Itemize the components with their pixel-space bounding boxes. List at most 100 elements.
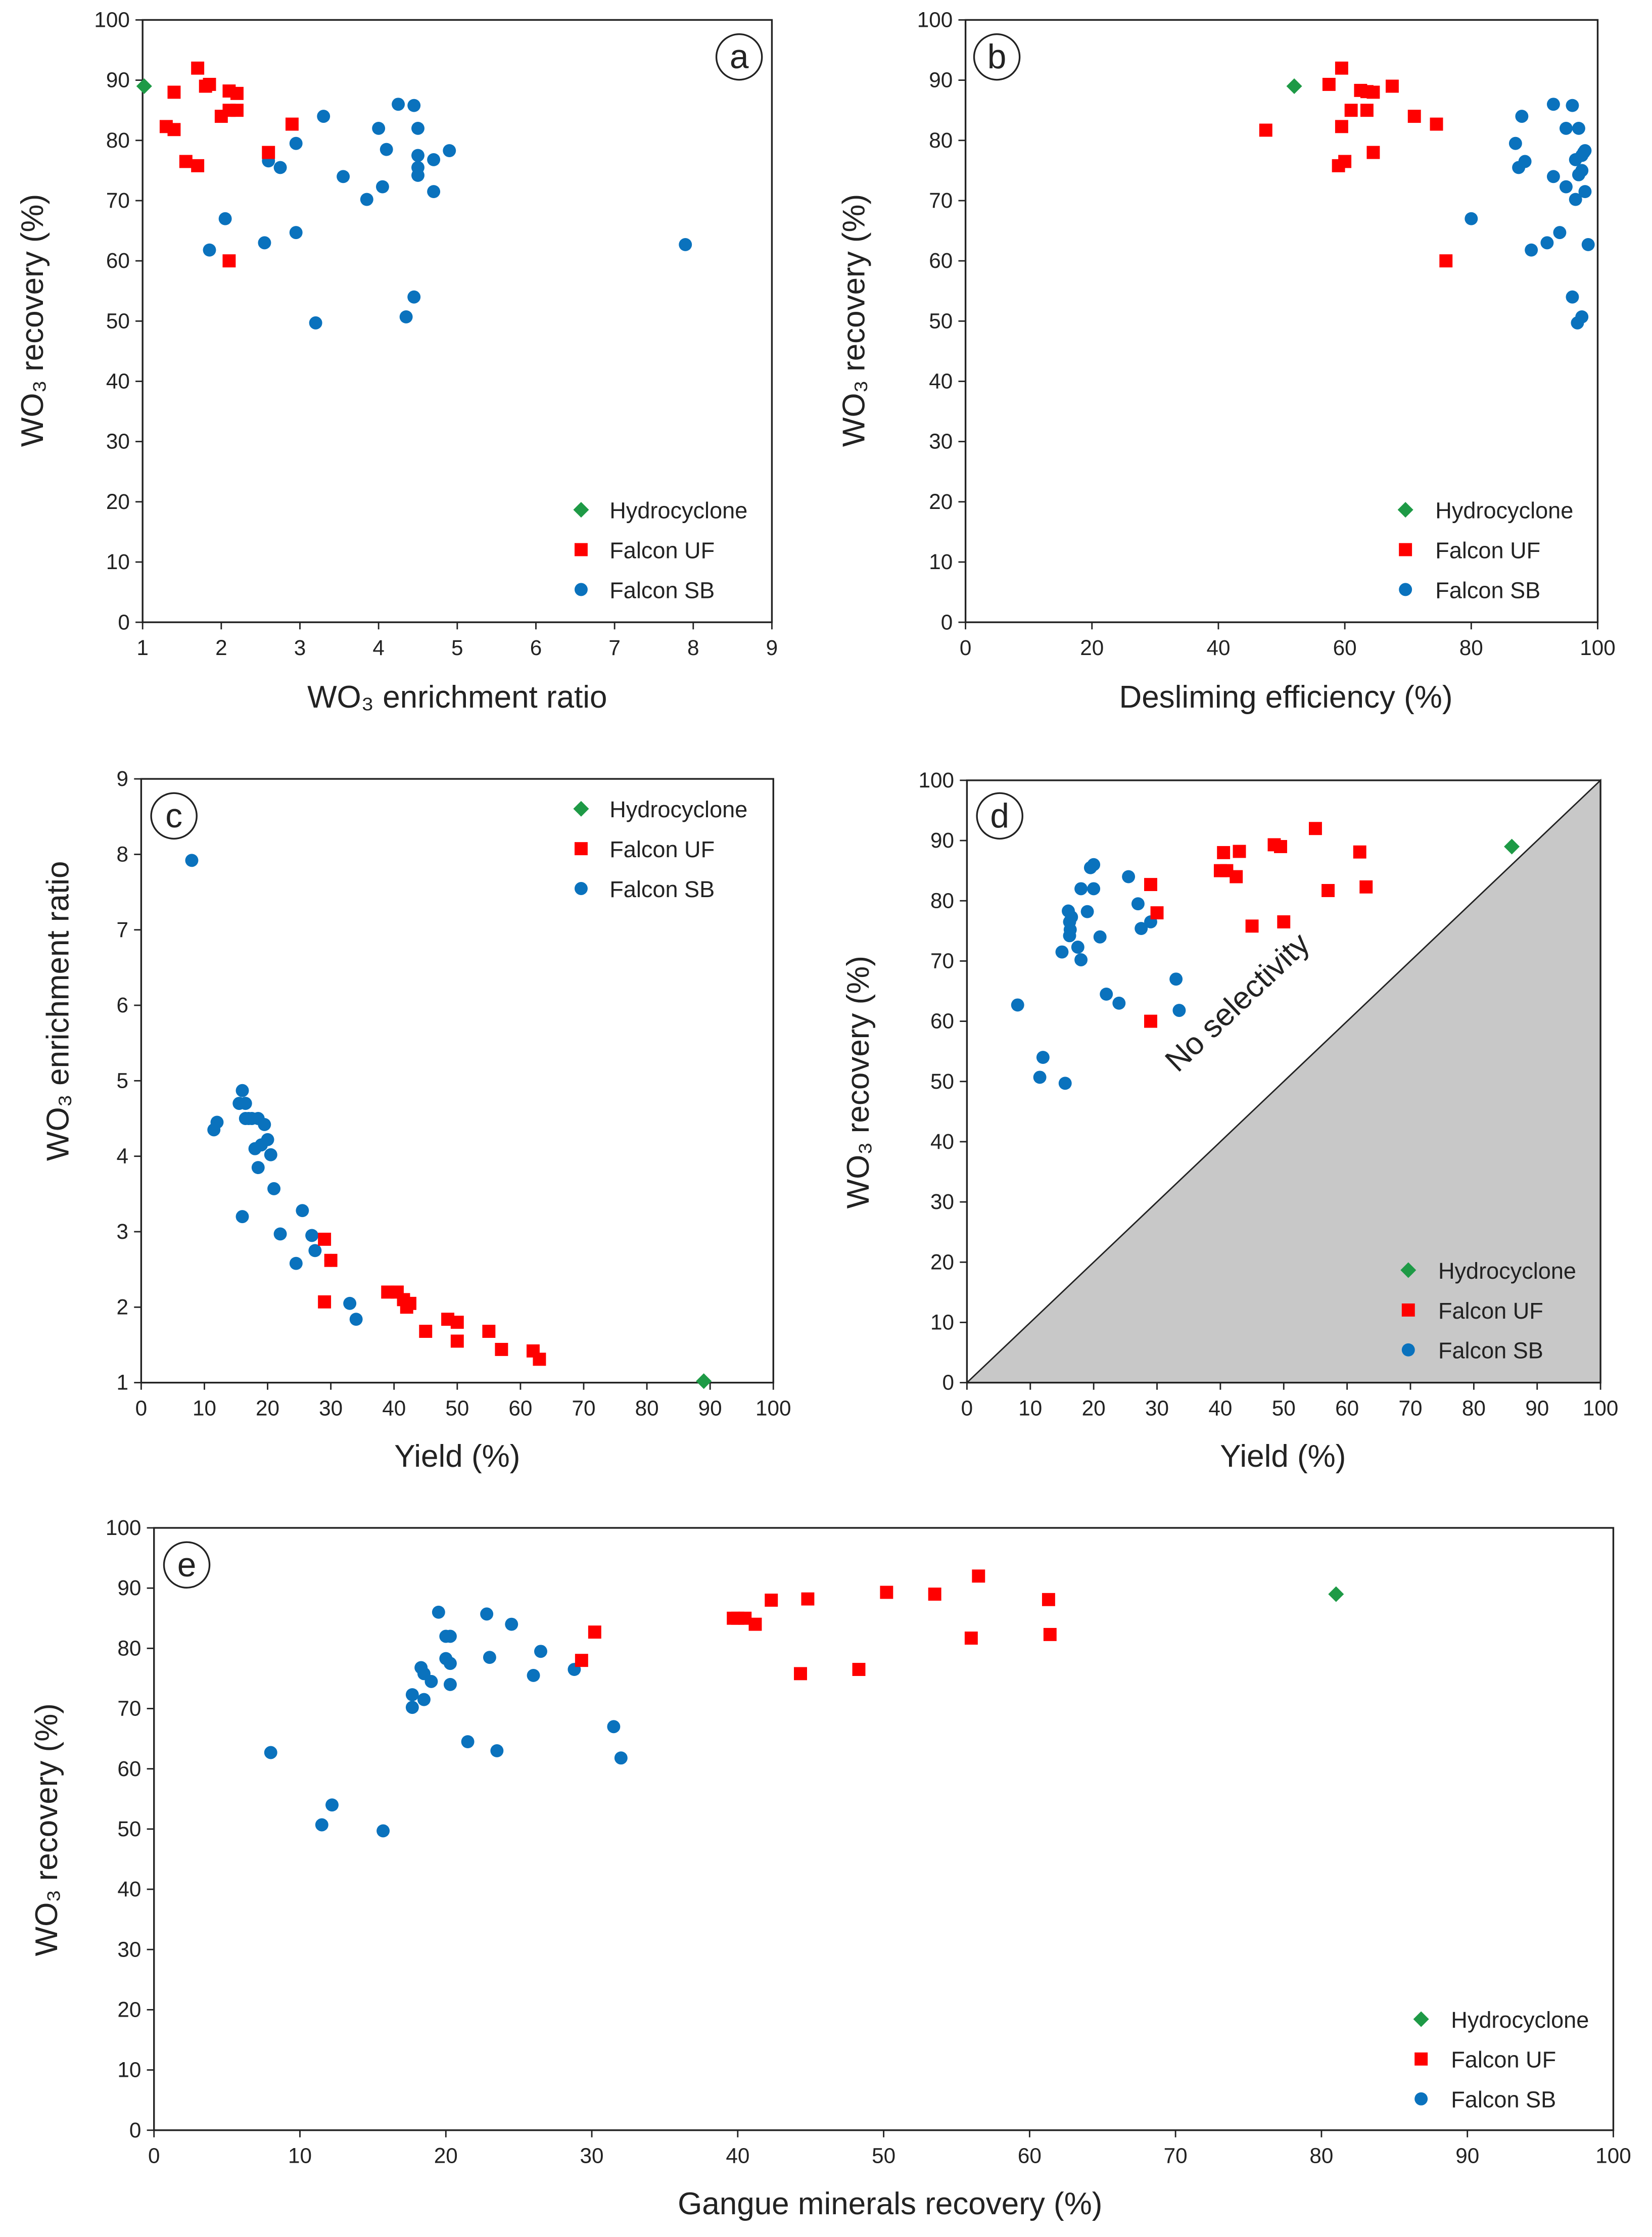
data-point-falcon-sb bbox=[411, 168, 424, 182]
data-point-falcon-uf bbox=[748, 1617, 762, 1631]
y-tick-label: 40 bbox=[929, 369, 953, 393]
data-point-falcon-uf bbox=[1360, 104, 1374, 117]
y-tick-label: 0 bbox=[941, 610, 953, 634]
data-point-falcon-sb bbox=[308, 1244, 322, 1257]
data-point-falcon-sb bbox=[315, 1818, 328, 1832]
data-point-falcon-sb bbox=[1058, 1077, 1072, 1090]
data-point-falcon-sb bbox=[235, 1084, 249, 1097]
y-tick-label: 0 bbox=[118, 610, 130, 634]
data-point-falcon-sb bbox=[405, 1688, 419, 1702]
x-tick-label: 20 bbox=[434, 2143, 458, 2167]
x-axis-label: Yield (%) bbox=[1220, 1439, 1346, 1474]
y-tick-label: 80 bbox=[929, 128, 953, 152]
y-axis-label: WO₃ enrichment ratio bbox=[41, 861, 76, 1161]
data-point-falcon-sb bbox=[1553, 226, 1567, 240]
data-point-falcon-uf bbox=[167, 123, 181, 136]
legend-label: Falcon SB bbox=[1435, 577, 1540, 603]
legend-marker bbox=[1399, 583, 1412, 596]
data-point-falcon-uf bbox=[450, 1316, 464, 1329]
legend-marker bbox=[1414, 2052, 1428, 2066]
legend-label: Falcon UF bbox=[1451, 2047, 1556, 2073]
data-point-falcon-sb bbox=[432, 1605, 445, 1619]
data-point-falcon-uf bbox=[191, 159, 205, 172]
data-point-falcon-sb bbox=[207, 1123, 221, 1137]
data-point-falcon-uf bbox=[230, 86, 244, 100]
data-point-falcon-sb bbox=[1546, 98, 1560, 111]
data-point-falcon-sb bbox=[1131, 897, 1145, 911]
data-point-falcon-sb bbox=[1080, 905, 1094, 918]
data-point-falcon-uf bbox=[167, 85, 181, 99]
data-point-hydrocyclone bbox=[136, 78, 152, 95]
data-point-falcon-sb bbox=[1100, 987, 1113, 1001]
data-point-falcon-uf bbox=[400, 1300, 413, 1314]
y-tick-label: 100 bbox=[919, 768, 955, 792]
data-point-falcon-uf bbox=[419, 1325, 433, 1338]
data-point-falcon-sb bbox=[273, 161, 287, 174]
y-tick-label: 30 bbox=[117, 1937, 141, 1961]
y-tick-label: 100 bbox=[94, 8, 130, 32]
data-point-falcon-sb bbox=[258, 236, 271, 250]
x-tick-label: 90 bbox=[1525, 1396, 1549, 1420]
y-tick-label: 2 bbox=[117, 1295, 129, 1319]
y-tick-label: 90 bbox=[117, 1576, 141, 1600]
data-point-falcon-sb bbox=[349, 1313, 363, 1326]
data-point-falcon-uf bbox=[179, 155, 193, 168]
data-point-falcon-sb bbox=[1033, 1070, 1047, 1084]
y-tick-label: 80 bbox=[930, 889, 954, 912]
data-point-falcon-sb bbox=[1559, 180, 1573, 194]
x-tick-label: 2 bbox=[215, 636, 227, 660]
panel-letter-circle bbox=[150, 792, 198, 840]
x-tick-label: 7 bbox=[608, 636, 621, 660]
data-point-falcon-sb bbox=[1546, 170, 1560, 183]
legend-marker bbox=[574, 583, 588, 596]
x-tick-label: 10 bbox=[193, 1396, 216, 1420]
data-point-falcon-sb bbox=[296, 1204, 309, 1218]
x-tick-label: 90 bbox=[698, 1396, 722, 1420]
x-tick-label: 70 bbox=[1399, 1396, 1423, 1420]
data-point-falcon-uf bbox=[1321, 884, 1335, 897]
data-point-falcon-sb bbox=[1512, 161, 1526, 174]
data-point-falcon-sb bbox=[405, 1701, 419, 1714]
data-point-falcon-sb bbox=[360, 193, 373, 206]
y-tick-label: 70 bbox=[117, 1697, 141, 1720]
data-point-falcon-sb bbox=[1578, 185, 1592, 199]
data-point-falcon-sb bbox=[376, 1824, 390, 1838]
data-point-falcon-sb bbox=[1572, 121, 1585, 135]
y-tick-label: 100 bbox=[106, 1516, 141, 1540]
data-point-falcon-uf bbox=[324, 1253, 338, 1267]
data-point-falcon-uf bbox=[1150, 906, 1164, 920]
data-point-falcon-sb bbox=[203, 243, 216, 257]
x-axis-label: Desliming efficiency (%) bbox=[1119, 680, 1452, 715]
data-point-falcon-sb bbox=[305, 1229, 319, 1242]
data-point-falcon-uf bbox=[1344, 104, 1358, 117]
data-point-falcon-sb bbox=[392, 98, 405, 111]
plot-frame bbox=[140, 778, 774, 1384]
data-point-falcon-sb bbox=[427, 185, 441, 199]
panel-letter: a bbox=[730, 38, 749, 76]
data-point-falcon-sb bbox=[679, 238, 692, 251]
data-point-falcon-sb bbox=[1172, 1004, 1186, 1017]
y-tick-label: 20 bbox=[930, 1250, 954, 1274]
y-tick-label: 30 bbox=[106, 430, 130, 453]
data-point-falcon-uf bbox=[1144, 1014, 1157, 1028]
data-point-falcon-uf bbox=[1245, 919, 1259, 933]
y-tick-label: 60 bbox=[106, 249, 130, 272]
data-point-falcon-sb bbox=[443, 144, 456, 158]
data-point-falcon-sb bbox=[1112, 996, 1126, 1010]
data-point-falcon-uf bbox=[1359, 880, 1373, 894]
y-tick-label: 50 bbox=[106, 309, 130, 333]
data-point-falcon-sb bbox=[248, 1142, 262, 1155]
legend-marker bbox=[574, 543, 588, 556]
legend-label: Hydrocyclone bbox=[609, 498, 747, 524]
data-point-falcon-sb bbox=[1569, 153, 1582, 166]
data-point-falcon-sb bbox=[614, 1751, 628, 1765]
x-tick-label: 0 bbox=[148, 2143, 160, 2167]
x-tick-label: 4 bbox=[372, 636, 385, 660]
data-point-falcon-uf bbox=[1259, 123, 1272, 137]
x-tick-label: 0 bbox=[135, 1396, 148, 1420]
data-point-falcon-uf bbox=[262, 146, 275, 159]
legend-marker bbox=[574, 842, 588, 856]
data-point-falcon-sb bbox=[411, 121, 424, 135]
data-point-falcon-uf bbox=[1308, 822, 1322, 835]
y-tick-label: 70 bbox=[106, 189, 130, 212]
